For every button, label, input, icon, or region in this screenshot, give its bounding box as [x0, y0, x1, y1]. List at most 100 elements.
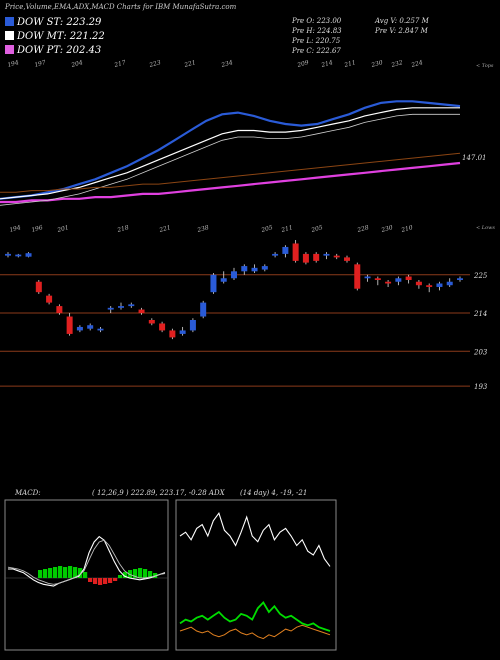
legend-dow-pt: DOW PT: 202.43 — [5, 45, 101, 56]
candle-body — [333, 255, 340, 258]
macd-histogram-bar — [53, 567, 58, 578]
macd-histogram-bar — [78, 568, 83, 578]
candle-body — [220, 278, 227, 282]
candle-body — [25, 253, 32, 257]
bottom-tick-label: 228 — [356, 224, 370, 234]
candle-body — [56, 306, 63, 314]
candle-body — [15, 254, 22, 257]
ema-band-line — [0, 113, 460, 206]
top-tick-label: 209 — [296, 59, 310, 69]
candle-body — [241, 266, 248, 272]
candle-body — [426, 285, 433, 287]
candle-body — [231, 271, 237, 279]
macd-histogram-bar — [88, 578, 93, 582]
legend-dow-st: DOW ST: 223.29 — [5, 17, 101, 28]
top-tick-label: 204 — [70, 59, 84, 69]
candle-body — [251, 267, 258, 272]
bottom-tick-label: 194 — [9, 224, 22, 234]
chart-title: Price,Volume,EMA,ADX,MACD Charts for IBM… — [5, 3, 237, 11]
legend-swatch-st — [5, 17, 14, 26]
macd-histogram-bar — [68, 566, 73, 578]
macd-histogram-bar — [83, 572, 88, 578]
bottom-tick-label: 211 — [280, 224, 294, 234]
macd-histogram-bar — [118, 575, 123, 578]
candle-body — [272, 253, 279, 256]
macd-histogram-bar — [63, 567, 68, 578]
lows-label: < Lows — [476, 225, 495, 231]
candle-body — [148, 320, 155, 324]
candle-body — [128, 304, 135, 307]
macd-histogram-bar — [133, 569, 138, 578]
legend-swatch-mt — [5, 31, 14, 40]
candle-body — [374, 278, 381, 280]
ema-line-dow-mt — [0, 107, 460, 200]
top-tick-label: 214 — [320, 59, 334, 69]
candle-body — [179, 330, 186, 334]
macd-info: ( 12,26,9 ) 222.89, 223.17, -0.28 ADX — [92, 489, 225, 497]
macd-histogram-bar — [73, 567, 78, 578]
legend-label-st: DOW ST: 223.29 — [17, 17, 102, 28]
candle-body — [107, 307, 114, 310]
candle-body — [35, 281, 42, 293]
bottom-tick-label: 196 — [31, 224, 44, 234]
macd-histogram-bar — [38, 570, 43, 578]
candle-body — [76, 326, 83, 331]
candle-body — [138, 309, 145, 314]
macd-title: MACD: — [15, 489, 41, 497]
candle-body — [66, 316, 73, 334]
price-y-tick-label: 203 — [473, 348, 488, 356]
ohlc-low: Pre L: 220.75 — [292, 37, 341, 45]
bottom-tick-label: 201 — [56, 224, 70, 234]
candle-body — [446, 281, 453, 286]
bottom-tick-label: 230 — [380, 224, 394, 234]
ema-brown-line — [0, 152, 461, 193]
macd-histogram-bar — [103, 578, 108, 584]
macd-signal-line — [7, 539, 166, 585]
ema-line-dow-st — [0, 100, 461, 200]
candle-body — [302, 253, 309, 263]
top-tick-label: 197 — [34, 59, 47, 69]
candle-body — [261, 266, 268, 270]
top-tick-label: 211 — [343, 59, 357, 69]
ohlc-avg-volume: Avg V: 0.257 M — [375, 17, 429, 25]
candle-body — [210, 274, 217, 293]
candle-body — [395, 278, 402, 282]
price-y-tick-label: 214 — [473, 310, 487, 318]
candle-body — [200, 302, 207, 317]
legend-dow-mt: DOW MT: 221.22 — [5, 31, 105, 42]
ohlc-close: Pre C: 222.67 — [292, 47, 341, 55]
candle-body — [159, 323, 166, 331]
macd-histogram-bar — [43, 569, 48, 578]
macd-histogram-bar — [93, 578, 98, 584]
adx-minus-di-line — [179, 624, 331, 640]
top-tick-label: 224 — [410, 59, 424, 69]
candle-body — [313, 253, 320, 261]
candle-body — [282, 246, 289, 254]
ema-value-label: 147.01 — [462, 154, 487, 162]
macd-histogram-bar — [98, 578, 103, 585]
candle-body — [87, 325, 94, 329]
legend-swatch-pt — [5, 45, 14, 54]
ohlc-open: Pre O: 223.00 — [292, 17, 342, 25]
candle-body — [5, 253, 11, 256]
candle-body — [46, 295, 53, 303]
top-tick-label: 234 — [220, 59, 234, 69]
macd-histogram-bar — [138, 568, 143, 578]
ohlc-volume: Pre V: 2.847 M — [375, 27, 428, 35]
adx-line — [179, 512, 331, 567]
candle-body — [344, 257, 350, 261]
price-y-tick-label: 225 — [473, 272, 488, 280]
price-y-tick-label: 193 — [474, 383, 488, 391]
candle-body — [97, 328, 104, 331]
top-tick-label: 223 — [148, 59, 162, 69]
ohlc-high: Pre H: 224.83 — [292, 27, 342, 35]
bottom-tick-label: 205 — [310, 224, 324, 234]
macd-histogram-bar — [143, 569, 148, 578]
candle-body — [189, 320, 196, 331]
candle-body — [323, 253, 330, 256]
macd-histogram-bar — [108, 578, 113, 583]
candle-body — [169, 330, 176, 338]
tops-label: < Tops — [476, 63, 494, 69]
top-tick-label: 230 — [370, 59, 384, 69]
